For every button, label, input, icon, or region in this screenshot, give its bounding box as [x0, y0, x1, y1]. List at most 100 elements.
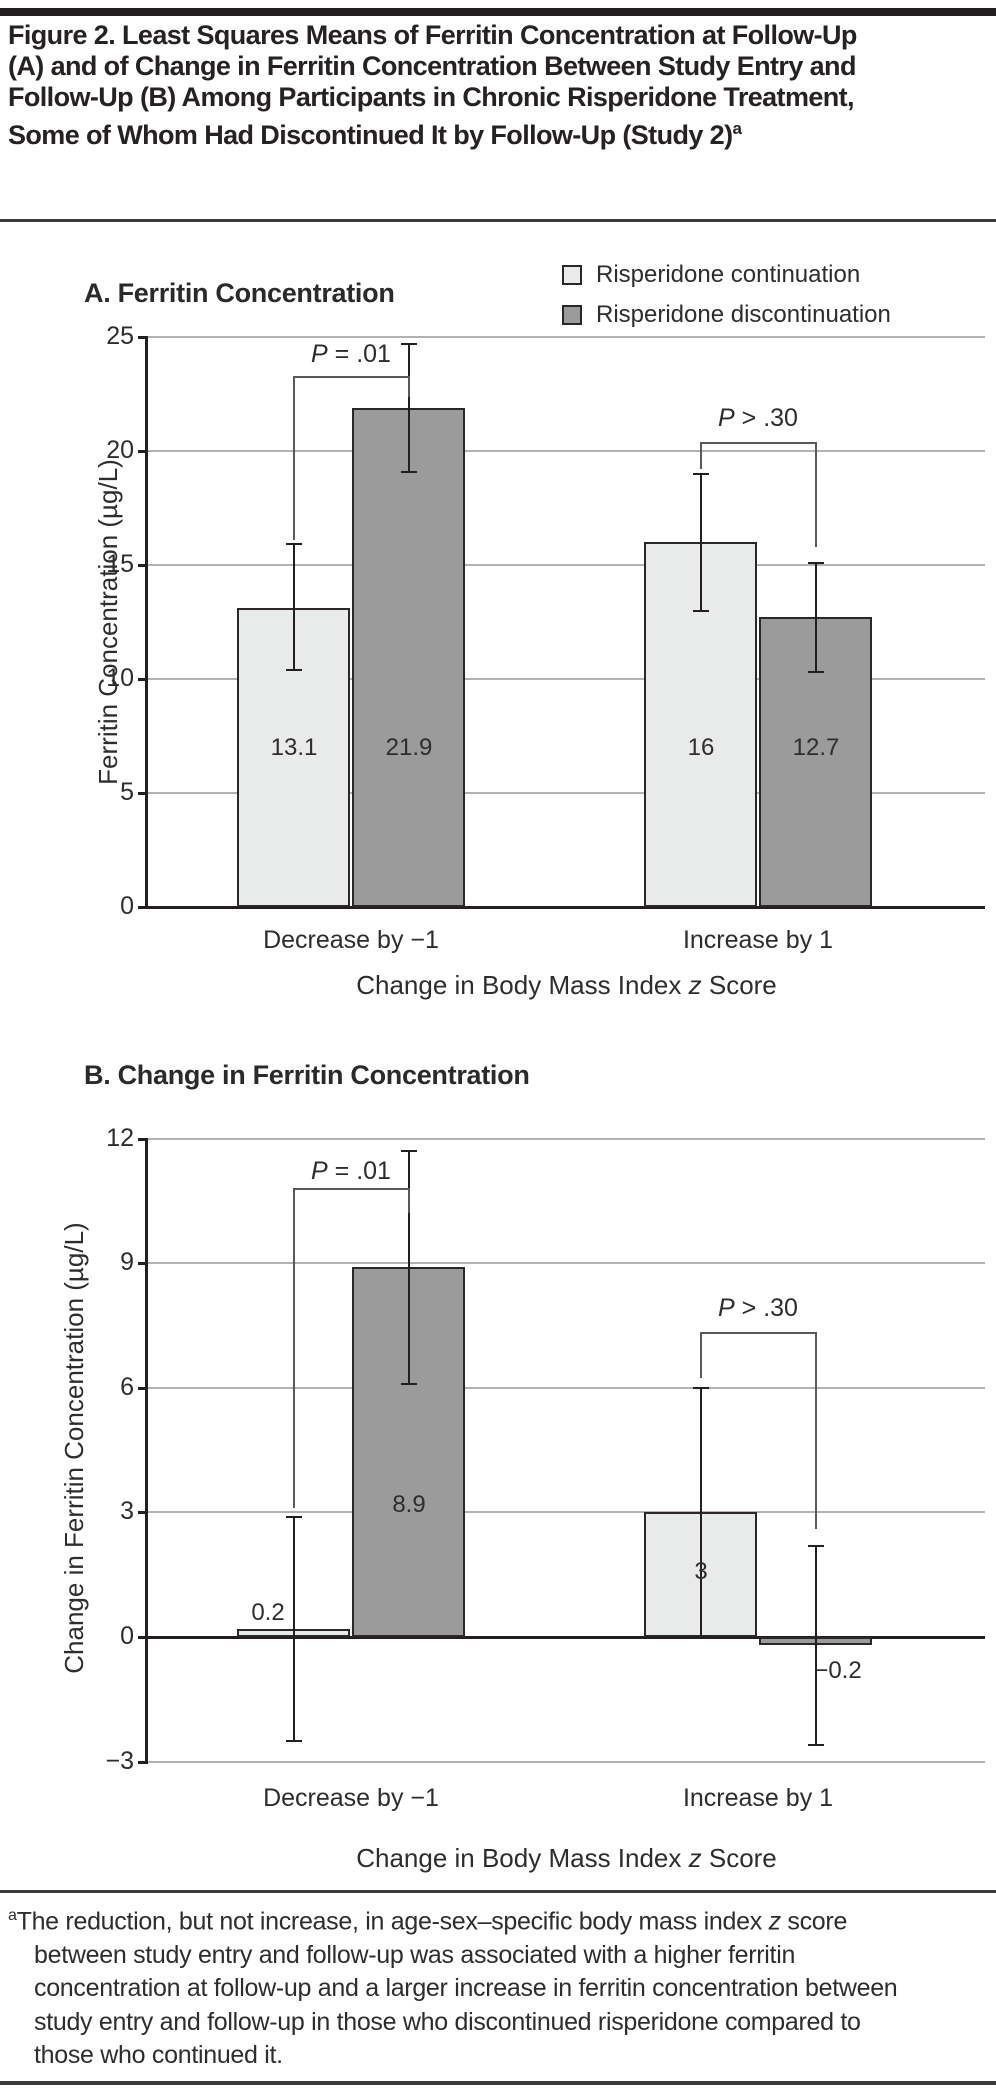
- bar-discontinuation-0: [352, 408, 465, 907]
- bottom-rule: [0, 2081, 996, 2085]
- p-value-label: P = .01: [231, 340, 471, 369]
- error-bar-cap: [286, 669, 302, 671]
- error-bar-line: [293, 1517, 295, 1741]
- bar-continuation-1: [644, 1512, 757, 1637]
- gridline: [148, 564, 985, 566]
- panel-b-y-axis-label: Change in Ferritin Concentration (µg/L): [59, 1222, 89, 1674]
- x-axis-baseline: [145, 906, 985, 909]
- legend-label: Risperidone discontinuation: [596, 301, 891, 328]
- gridline: [148, 792, 985, 794]
- top-rule: [0, 8, 996, 16]
- y-axis-line: [145, 337, 148, 907]
- y-tick-mark: [138, 1636, 148, 1639]
- value-label: 0.2: [251, 1599, 285, 1626]
- footnote-text: score between study entry and follow-up …: [34, 1907, 898, 2070]
- panel-a-title: A. Ferritin Concentration: [84, 278, 395, 308]
- y-axis-line: [145, 1139, 148, 1762]
- error-bar-cap: [808, 562, 824, 564]
- footnote-italic-z: z: [768, 1907, 782, 1936]
- category-label: Decrease by −1: [263, 926, 439, 954]
- gridline: [148, 450, 985, 452]
- error-bar-cap: [808, 671, 824, 673]
- footnote-divider: [0, 1890, 996, 1893]
- y-tick-mark: [138, 450, 148, 453]
- y-tick-mark: [138, 564, 148, 567]
- significance-bracket: [815, 442, 817, 547]
- error-bar-cap: [401, 343, 417, 345]
- error-bar-cap: [401, 1150, 417, 1152]
- p-value-text: = .01: [327, 1157, 391, 1185]
- error-bar-cap: [808, 1744, 824, 1746]
- y-tick-mark: [138, 1262, 148, 1265]
- legend-item-discontinuation: Risperidone discontinuation: [562, 301, 891, 329]
- p-value-text: > .30: [734, 404, 798, 432]
- panel-b-title: B. Change in Ferritin Concentration: [84, 1060, 530, 1090]
- bar-discontinuation-1: [759, 1637, 872, 1645]
- error-bar-cap: [286, 1516, 302, 1518]
- gridline: [148, 336, 985, 338]
- error-bar-cap: [693, 610, 709, 612]
- bar-continuation-0: [237, 608, 350, 907]
- error-bar-line: [700, 474, 702, 611]
- gridline: [148, 1138, 985, 1140]
- figure-title-text: Figure 2. Least Squares Means of Ferriti…: [8, 20, 857, 150]
- p-value-label: P > .30: [638, 1294, 878, 1323]
- p-italic: P: [718, 404, 735, 432]
- error-bar-cap: [693, 473, 709, 475]
- error-bar-cap: [808, 1545, 824, 1547]
- figure-title-superscript: a: [732, 119, 742, 138]
- significance-bracket: [408, 376, 410, 397]
- bar-continuation-1: [644, 542, 757, 907]
- value-label: −0.2: [814, 1657, 862, 1684]
- significance-bracket: [700, 442, 702, 469]
- y-tick-mark: [138, 1761, 148, 1764]
- panel-a-y-axis-label: Ferritin Concentration (µg/L): [93, 459, 123, 785]
- value-label: 3: [694, 1558, 708, 1585]
- p-value-text: > .30: [734, 1294, 798, 1322]
- error-bar-line: [408, 1151, 410, 1384]
- significance-bracket: [293, 1188, 295, 1508]
- gridline: [148, 1387, 985, 1389]
- continuation-swatch-icon: [562, 265, 582, 285]
- legend-label: Risperidone continuation: [596, 261, 861, 288]
- significance-bracket: [294, 1188, 409, 1190]
- value-label: 12.7: [792, 734, 840, 761]
- bar-discontinuation-1: [759, 617, 872, 907]
- error-bar-line: [700, 1388, 702, 1637]
- significance-bracket: [701, 442, 816, 444]
- x-axis-label-text: Change in Body Mass Index: [356, 970, 689, 1000]
- x-axis-label-text: Change in Body Mass Index: [356, 1843, 689, 1873]
- y-tick-mark: [138, 1138, 148, 1141]
- title-divider: [0, 219, 996, 222]
- gridline: [148, 1511, 985, 1513]
- y-tick-mark: [138, 336, 148, 339]
- figure-title: Figure 2. Least Squares Means of Ferriti…: [8, 20, 892, 151]
- gridline: [148, 678, 985, 680]
- y-tick-mark: [138, 792, 148, 795]
- category-label: Increase by 1: [682, 1784, 834, 1812]
- gridline: [148, 1761, 985, 1763]
- value-label: 16: [687, 734, 715, 761]
- value-label: 21.9: [385, 734, 433, 761]
- p-italic: P: [311, 1157, 328, 1185]
- significance-bracket: [815, 1332, 817, 1529]
- x-axis-label-italic-z: z: [688, 1843, 702, 1873]
- x-axis-baseline: [145, 1636, 985, 1639]
- error-bar-cap: [401, 471, 417, 473]
- value-label: 13.1: [270, 734, 318, 761]
- significance-bracket: [294, 376, 409, 378]
- p-italic: P: [311, 340, 328, 368]
- p-value-label: P > .30: [638, 404, 878, 433]
- x-axis-label-text: Score: [701, 1843, 777, 1873]
- p-value-text: = .01: [327, 340, 391, 368]
- panel-b-x-axis-label: Change in Body Mass Index z Score: [148, 1843, 985, 1874]
- bar-continuation-0: [237, 1629, 350, 1637]
- discontinuation-swatch-icon: [562, 305, 582, 325]
- gridline: [148, 1262, 985, 1264]
- significance-bracket: [408, 1188, 410, 1213]
- legend-item-continuation: Risperidone continuation: [562, 261, 891, 289]
- footnote: aThe reduction, but not increase, in age…: [8, 1899, 920, 2073]
- category-label: Increase by 1: [682, 926, 834, 954]
- category-label: Decrease by −1: [263, 1784, 439, 1812]
